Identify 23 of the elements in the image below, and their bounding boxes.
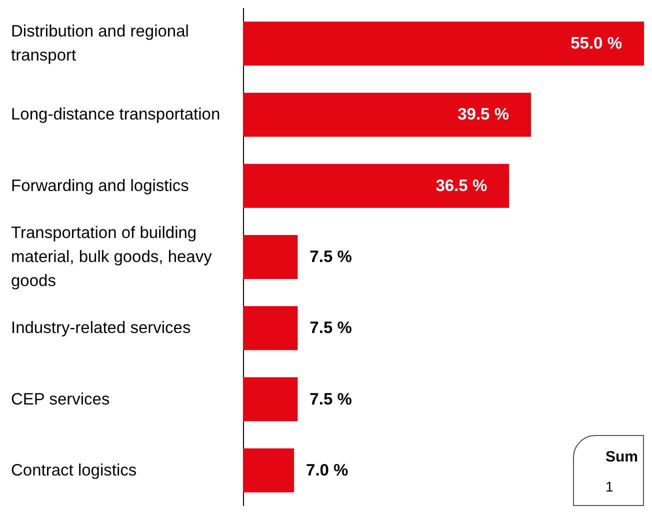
bar xyxy=(243,22,644,66)
data-label: 55.0 % xyxy=(570,34,622,53)
y-tick-label: Long-distance transportation xyxy=(11,106,220,124)
bar xyxy=(243,92,531,137)
y-tick-label: CEP services xyxy=(11,390,110,408)
data-label: 7.5 % xyxy=(310,390,352,408)
data-label: 39.5 % xyxy=(458,106,510,124)
y-tick-label: Distribution and regional transport xyxy=(11,22,194,65)
data-label: 7.5 % xyxy=(310,319,352,338)
y-tick-label: Transportation of building material, bulk goods, heavy goods xyxy=(11,224,216,290)
bar xyxy=(243,164,510,208)
y-tick-label: Industry-related services xyxy=(11,319,191,338)
bar xyxy=(243,306,298,350)
y-tick-label: Contract logistics xyxy=(11,461,137,480)
annotation: 1 xyxy=(606,478,614,494)
y-tick-label: Forwarding and logistics xyxy=(11,176,189,195)
data-label: 36.5 % xyxy=(436,176,488,195)
data-label: 7.5 % xyxy=(310,248,352,266)
bar xyxy=(243,235,298,279)
data-label: 7.0 % xyxy=(306,461,349,480)
bar xyxy=(243,448,294,492)
bar xyxy=(243,377,298,422)
annotation: Sum xyxy=(606,448,638,466)
